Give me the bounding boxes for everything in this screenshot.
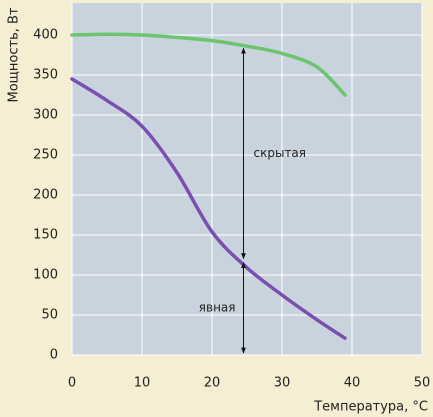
y-tick-label: 50 — [41, 308, 58, 323]
plot-area — [72, 3, 422, 355]
x-tick-label: 30 — [274, 376, 291, 391]
y-tick-label: 350 — [33, 68, 58, 83]
y-tick-label: 200 — [33, 188, 58, 203]
annotation-label: скрытая — [254, 146, 307, 160]
x-tick-label: 10 — [134, 376, 151, 391]
x-tick-label: 20 — [204, 376, 221, 391]
y-tick-label: 100 — [33, 268, 58, 283]
line-series — [70, 32, 347, 97]
x-tick-label: 0 — [68, 376, 76, 391]
y-tick-label: 400 — [33, 28, 58, 43]
x-tick-label: 40 — [344, 376, 361, 391]
y-tick-label: 250 — [33, 148, 58, 163]
x-axis-label: Температура, °C — [313, 400, 428, 415]
x-tick-label: 50 — [414, 376, 431, 391]
y-axis-label: Мощность, Вт — [7, 7, 22, 102]
line-series — [70, 77, 347, 340]
annotation-label: явная — [199, 300, 236, 314]
y-tick-label: 300 — [33, 108, 58, 123]
y-tick-label: 150 — [33, 228, 58, 243]
y-tick-label: 0 — [50, 348, 58, 363]
